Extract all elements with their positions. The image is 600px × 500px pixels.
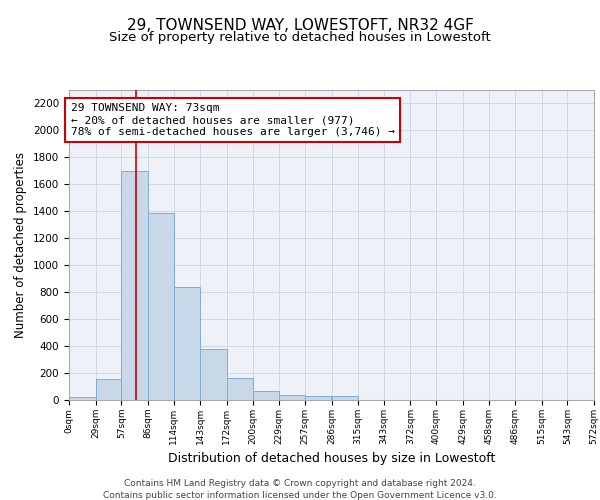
Bar	[69, 398, 95, 400]
Text: 29, TOWNSEND WAY, LOWESTOFT, NR32 4GF: 29, TOWNSEND WAY, LOWESTOFT, NR32 4GF	[127, 18, 473, 32]
Bar	[331, 396, 358, 400]
Text: 29 TOWNSEND WAY: 73sqm
← 20% of detached houses are smaller (977)
78% of semi-de: 29 TOWNSEND WAY: 73sqm ← 20% of detached…	[71, 104, 395, 136]
Y-axis label: Number of detached properties: Number of detached properties	[14, 152, 28, 338]
Text: Contains HM Land Registry data © Crown copyright and database right 2024.: Contains HM Land Registry data © Crown c…	[124, 480, 476, 488]
Bar	[148, 212, 173, 400]
Bar	[200, 349, 227, 400]
Bar	[121, 171, 148, 400]
Text: Size of property relative to detached houses in Lowestoft: Size of property relative to detached ho…	[109, 31, 491, 44]
Bar	[95, 379, 121, 400]
Bar	[253, 391, 279, 400]
X-axis label: Distribution of detached houses by size in Lowestoft: Distribution of detached houses by size …	[168, 452, 495, 466]
Bar	[173, 288, 200, 400]
Bar	[227, 378, 253, 400]
Text: Contains public sector information licensed under the Open Government Licence v3: Contains public sector information licen…	[103, 490, 497, 500]
Bar	[305, 396, 331, 400]
Bar	[279, 396, 305, 400]
